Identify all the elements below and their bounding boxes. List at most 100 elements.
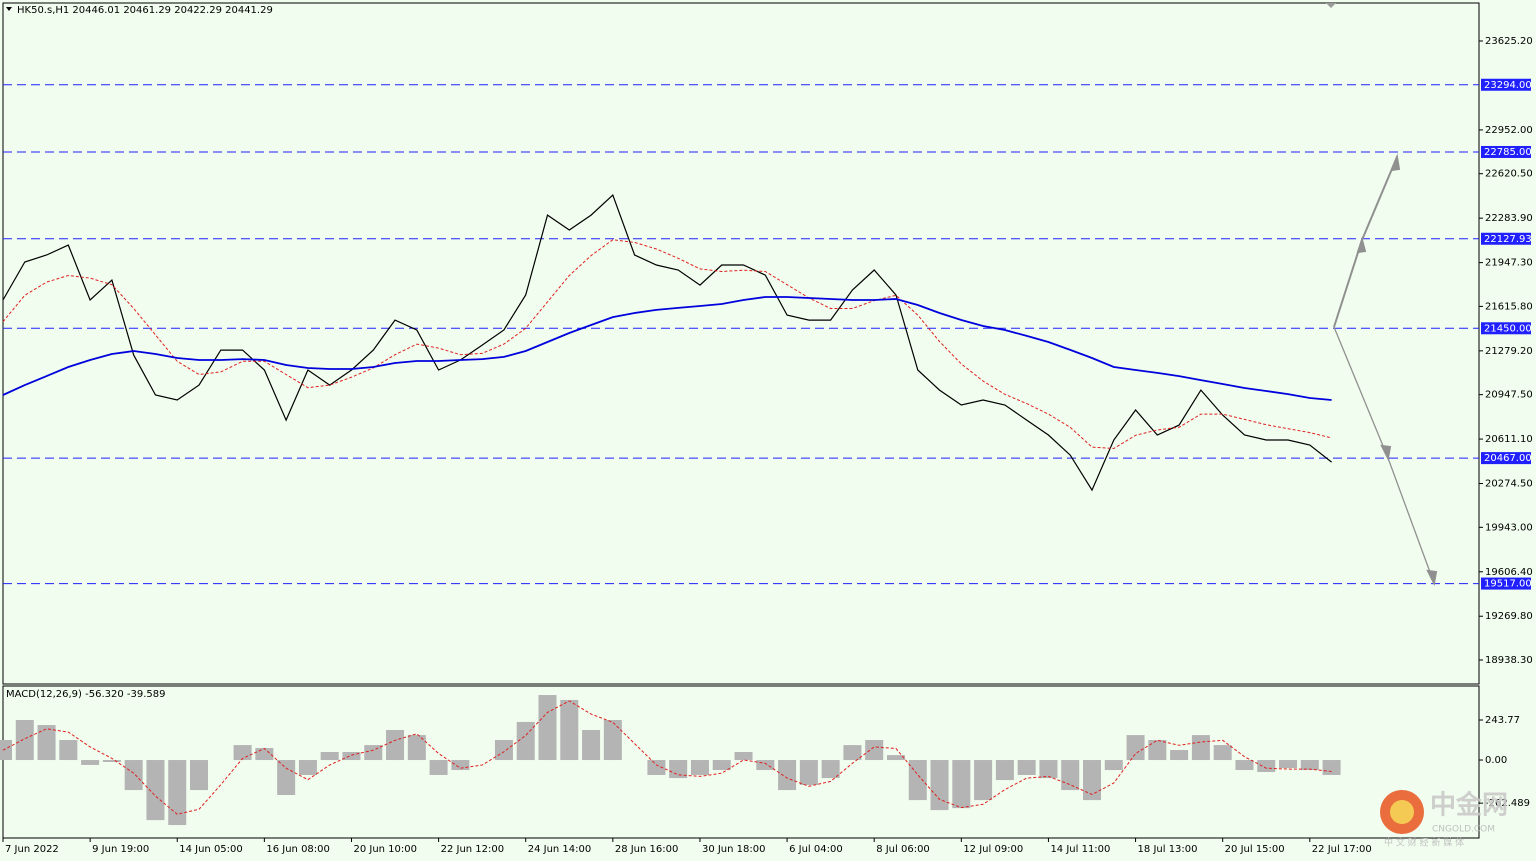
histogram-bar [734, 751, 753, 761]
histogram-bar [364, 745, 383, 761]
plot: 23625.20 22952.00 22620.50 22283.90 21947.30… [0, 36, 1533, 855]
x-tick-label: 7 Jun 2022 [5, 844, 59, 855]
y-tick-label: 20274.50 [1485, 479, 1533, 490]
histogram-bar [277, 760, 296, 795]
histogram-bar [538, 695, 557, 761]
y-tick-label: 243.77 [1485, 715, 1520, 726]
y-tick-label: 22283.90 [1485, 213, 1533, 224]
menu-triangle [6, 7, 12, 11]
arrow-head [1356, 236, 1367, 254]
histogram-bar [37, 725, 56, 761]
series-line [2, 296, 1332, 401]
y-tick-label: 22620.50 [1485, 169, 1533, 180]
histogram-bar [102, 760, 121, 762]
histogram-bar [865, 740, 884, 761]
histogram-bar [233, 745, 252, 761]
x-tick-label: 28 Jun 16:00 [615, 844, 679, 855]
series-line [2, 239, 1332, 450]
x-tick-label: 20 Jun 10:00 [353, 844, 417, 855]
y-tick-label: 21947.30 [1485, 258, 1533, 269]
x-tick-label: 22 Jun 12:00 [441, 844, 505, 855]
histogram-bar [778, 760, 797, 791]
level-label: 23294.00 [1484, 80, 1532, 91]
x-tick-label: 8 Jul 06:00 [876, 844, 930, 855]
y-tick-label: 20947.50 [1485, 390, 1533, 401]
histogram-bar [799, 760, 818, 785]
histogram-bar [146, 760, 165, 821]
histogram-bar [1170, 750, 1189, 761]
level-label-box [1481, 78, 1531, 91]
level-label-box [1481, 577, 1531, 590]
histogram-bar [1279, 760, 1298, 769]
histogram-bar [15, 719, 34, 761]
histogram-bar [669, 760, 688, 779]
x-tick-label: 14 Jul 11:00 [1050, 844, 1110, 855]
y-tick-label: 21279.20 [1485, 346, 1533, 357]
histogram-bar [407, 735, 426, 761]
histogram-bar [952, 760, 971, 809]
arrow-head [1380, 444, 1392, 462]
x-tick-label: 18 Jul 13:00 [1138, 844, 1198, 855]
y-tick-label: 19606.40 [1485, 567, 1533, 578]
level-label-box [1481, 145, 1531, 158]
histogram-bar [1148, 740, 1167, 761]
watermark-site: CNGOLD.COM [1432, 825, 1495, 835]
level-label: 19517.00 [1484, 579, 1532, 590]
x-tick-label: 12 Jul 09:00 [963, 844, 1023, 855]
x-tick-label: 22 Jul 17:00 [1312, 844, 1372, 855]
histogram-bar [995, 760, 1014, 781]
y-tick-label: 23625.20 [1485, 36, 1533, 47]
y-tick-label: 19269.80 [1485, 611, 1533, 622]
histogram-bar [429, 760, 448, 775]
watermark-slogan: 中 文 财 经 新 媒 体 [1384, 837, 1464, 849]
x-tick-label: 6 Jul 04:00 [789, 844, 843, 855]
x-tick-label: 16 Jun 08:00 [266, 844, 330, 855]
histogram-bar [1061, 760, 1080, 791]
x-tick-label: 14 Jun 05:00 [179, 844, 243, 855]
price-pane [2, 2, 1480, 685]
histogram-bar [190, 760, 209, 791]
histogram-bar [451, 760, 470, 771]
y-tick-label: 22952.00 [1485, 125, 1533, 136]
macd-title: MACD(12,26,9) -56.320 -39.589 [6, 689, 166, 700]
level-label-box [1481, 232, 1531, 245]
level-label-box [1481, 452, 1531, 465]
histogram-bar [560, 699, 579, 761]
x-tick-label: 20 Jul 15:00 [1225, 844, 1285, 855]
histogram-bar [821, 760, 840, 779]
level-label: 22785.00 [1484, 147, 1532, 158]
histogram-bar [494, 740, 513, 761]
x-tick-label: 9 Jun 19:00 [92, 844, 149, 855]
histogram-bar [712, 760, 731, 771]
histogram-bar [647, 760, 666, 775]
watermark-logo [1390, 800, 1414, 824]
histogram-bar [603, 719, 622, 761]
histogram-bar [1322, 760, 1341, 775]
histogram-bar [886, 755, 905, 761]
histogram-bar [1083, 760, 1101, 801]
histogram-bar [59, 740, 78, 761]
macd-pane [2, 685, 1480, 839]
histogram-bar [0, 740, 12, 761]
level-label: 22127.93 [1484, 234, 1532, 245]
watermark-name: 中金网 [1430, 790, 1508, 821]
x-tick-label: 30 Jun 18:00 [702, 844, 766, 855]
histogram-bar [386, 729, 405, 761]
series-line [2, 700, 1332, 815]
histogram-bar [342, 751, 361, 761]
y-tick-label: 18938.30 [1485, 655, 1533, 666]
histogram-bar [1017, 760, 1036, 775]
histogram-bar [124, 760, 143, 791]
histogram-bar [930, 760, 949, 811]
y-tick-label: 21615.80 [1485, 301, 1533, 312]
histogram-bar [1191, 735, 1210, 761]
arrow-head [1426, 569, 1438, 587]
y-tick-label: 19943.00 [1485, 522, 1533, 533]
shift-marker [1326, 3, 1336, 8]
level-label: 21450.00 [1484, 323, 1532, 334]
histogram-bar [1213, 745, 1232, 761]
level-label-box [1481, 322, 1531, 335]
